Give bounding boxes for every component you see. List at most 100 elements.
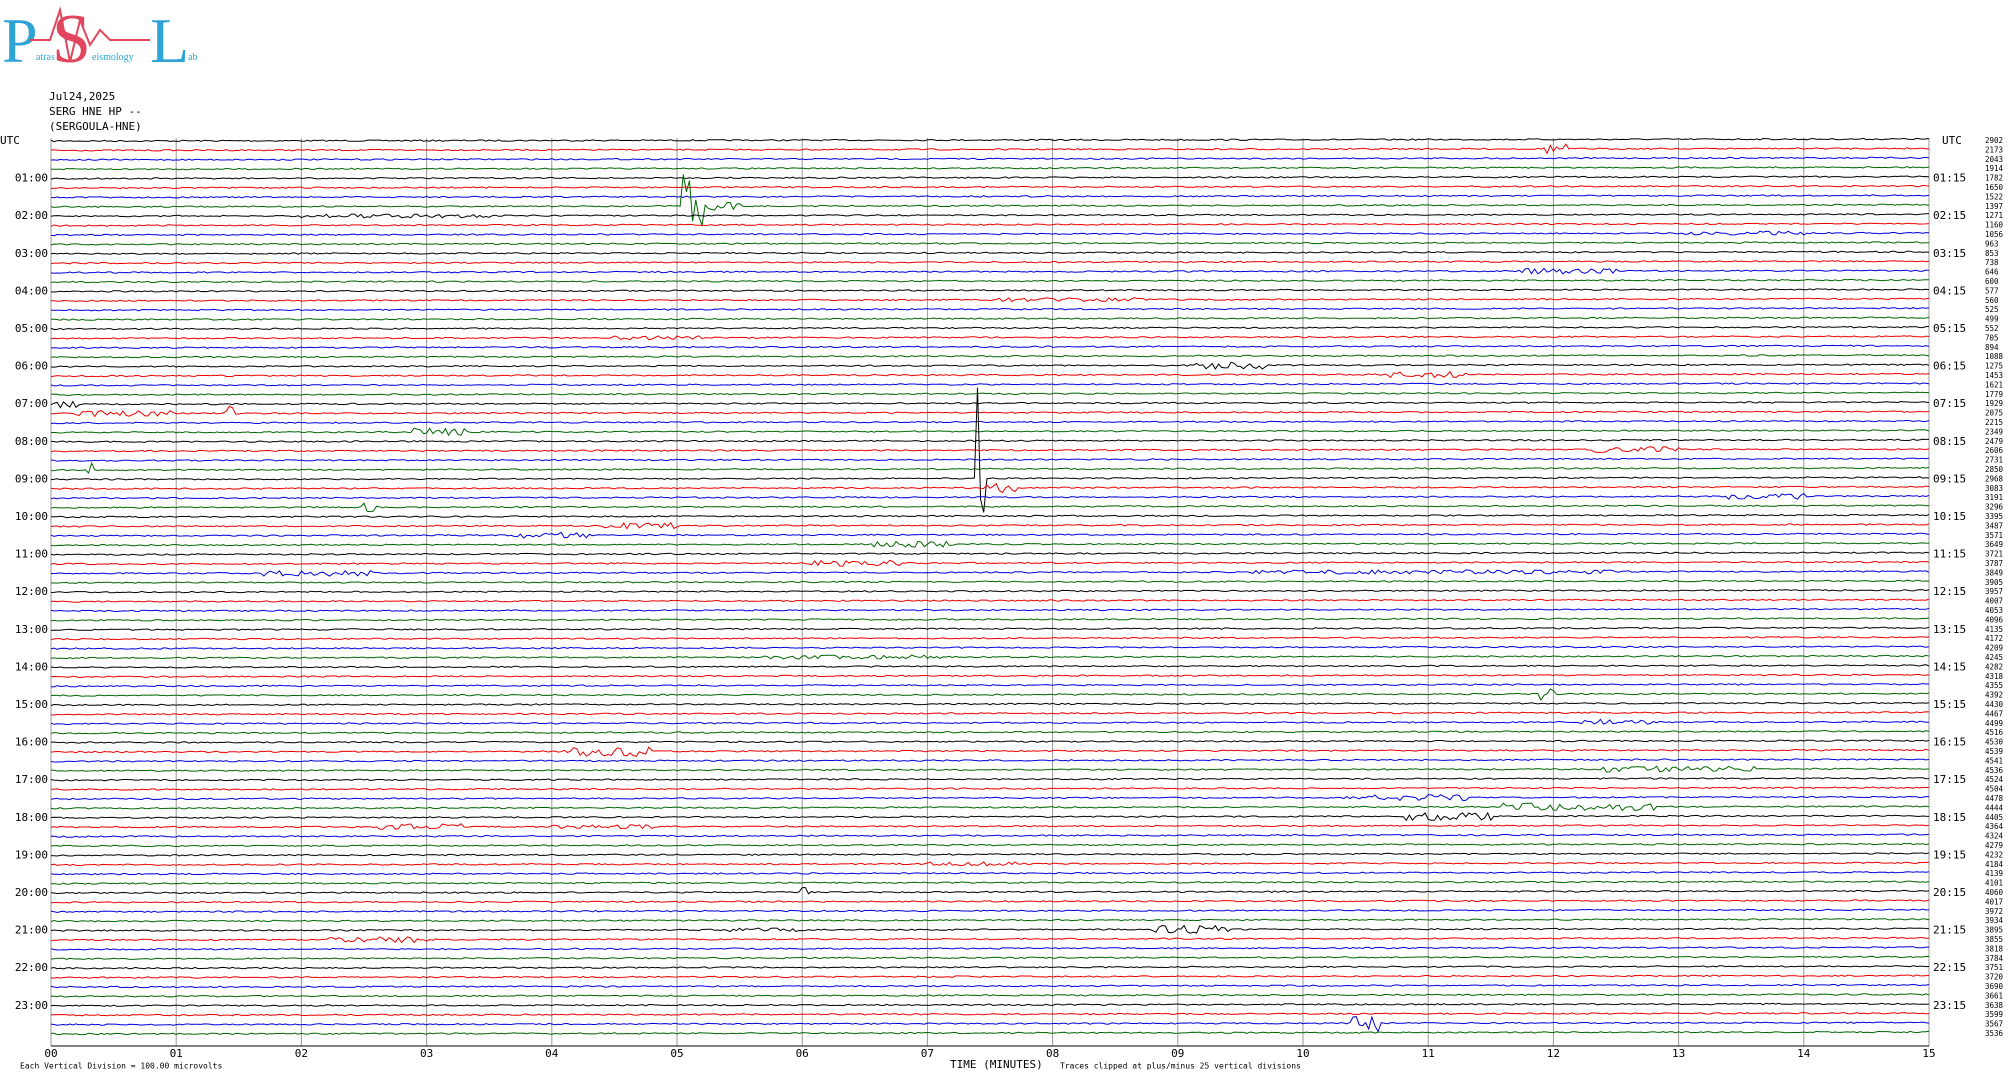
trace [50,861,1930,867]
trace-offset: 1782 [1985,174,2003,183]
trace-offset: 4392 [1985,691,2003,700]
hour-label: 23:15 [1933,999,1966,1012]
trace [50,335,1930,341]
trace [50,297,1930,303]
trace-offset: 2731 [1985,456,2003,465]
trace [50,1015,1930,1033]
hour-label: 10:15 [1933,510,1966,523]
trace-offset: 4430 [1985,700,2004,709]
trace-offset: 2215 [1985,418,2003,427]
hour-label: 22:00 [15,961,48,974]
trace-offset: 4184 [1985,860,2004,869]
trace [50,241,1929,246]
trace-offset: 4135 [1985,625,2003,634]
hour-label: 05:15 [1933,322,1966,335]
trace-offset: 3957 [1985,587,2003,596]
x-tick-label: 02 [295,1047,308,1060]
trace [50,559,1930,567]
trace-offset: 3083 [1985,484,2003,493]
trace [50,482,1930,494]
trace-offset: 4541 [1985,756,2003,765]
trace-offset: 1397 [1985,202,2003,211]
trace-offset: 1779 [1985,390,2003,399]
trace [50,569,1930,577]
trace [50,739,1930,744]
clip-note: Traces clipped at plus/minus 25 vertical… [1060,1062,1301,1071]
trace-offset: 4318 [1985,672,2004,681]
trace-offset: 4060 [1985,888,2004,897]
hour-label: 14:00 [15,660,48,673]
trace [50,391,1930,396]
trace-offset: 4101 [1985,879,2003,888]
trace-offset: 1522 [1985,192,2003,201]
hour-label: 05:00 [15,322,48,335]
trace-offset: 3818 [1985,944,2004,953]
trace [50,438,1929,443]
trace [50,184,1930,190]
trace [50,267,1930,275]
trace [50,842,1930,848]
hour-label: 04:00 [15,284,48,297]
trace-offset: 499 [1985,315,1999,324]
trace-offset: 4139 [1985,869,2003,878]
trace [50,307,1930,312]
trace [50,758,1930,763]
trace-offset: 1453 [1985,371,2003,380]
trace [50,811,1930,822]
trace-offset: 3720 [1985,973,2004,982]
trace-offset: 4232 [1985,850,2003,859]
trace [50,871,1930,876]
trace-offset: 1056 [1985,230,2004,239]
trace [50,461,1930,474]
trace [50,765,1930,773]
trace-offset: 1621 [1985,380,2003,389]
trace [50,852,1930,857]
trace [50,137,1930,143]
hour-label: 01:15 [1933,172,1966,185]
hour-label: 11:15 [1933,548,1966,561]
x-tick-label: 15 [1922,1047,1935,1060]
hour-label: 18:15 [1933,811,1966,824]
trace-offset: 3661 [1985,991,2003,1000]
x-tick-label: 07 [921,1047,934,1060]
trace-offset: 3849 [1985,568,2003,577]
trace [50,222,1930,227]
hour-label: 03:00 [15,247,48,260]
trace-offset: 4478 [1985,794,2004,803]
trace-offset: 4364 [1985,822,2004,831]
trace-offset: 3787 [1985,559,2003,568]
trace-offset: 4172 [1985,634,2003,643]
trace [50,833,1930,838]
trace-offset: 2968 [1985,474,2004,483]
trace [50,194,1930,199]
trace [50,823,1930,830]
hour-label: 04:15 [1933,284,1966,297]
trace-offset: 4536 [1985,766,2004,775]
hour-label: 23:00 [15,999,48,1012]
trace-offset: 853 [1985,249,1999,258]
trace-offset: 646 [1985,268,1999,277]
x-tick-label: 01 [170,1047,183,1060]
trace-offset: 560 [1985,296,1999,305]
hour-label: 16:00 [15,736,48,749]
trace-offset: 2173 [1985,145,2003,154]
trace [51,711,1930,716]
hour-label: 08:00 [15,435,48,448]
hour-label: 22:15 [1933,961,1966,974]
hour-label: 14:15 [1933,660,1966,673]
trace-offset: 1914 [1985,164,2004,173]
x-tick-label: 10 [1296,1047,1309,1060]
trace-offset: 3567 [1985,1020,2003,1029]
trace [51,405,1930,418]
trace-offset: 1271 [1985,211,2003,220]
trace-offset: 3690 [1985,982,2004,991]
x-tick-label: 12 [1547,1047,1560,1060]
trace [50,683,1930,688]
trace-offset: 4245 [1985,653,2003,662]
trace-offset: 2349 [1985,427,2003,436]
trace [50,175,1930,180]
trace-offset: 4007 [1985,597,2003,606]
x-tick-label: 14 [1797,1047,1811,1060]
trace-offset: 2075 [1985,409,2003,418]
logo-wave [30,6,150,63]
